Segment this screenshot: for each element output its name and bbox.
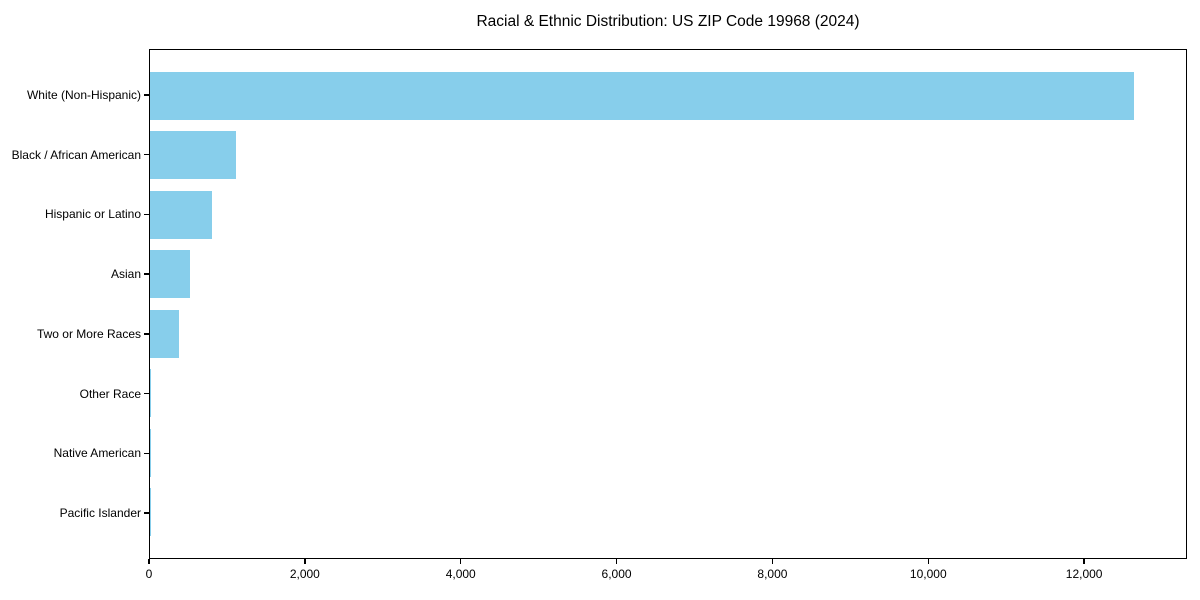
bar — [150, 71, 1134, 120]
bar-row — [150, 483, 1186, 543]
bar — [150, 250, 190, 299]
x-tick-mark — [460, 559, 462, 564]
y-tick-label: Hispanic or Latino — [44, 207, 141, 222]
y-tick-mark — [144, 273, 149, 275]
y-tick-mark — [144, 333, 149, 335]
y-tick-label: Black / African American — [11, 147, 141, 162]
x-tick-mark — [615, 559, 618, 564]
y-tick-label: Native American — [53, 446, 141, 461]
x-tick-label: 0 — [145, 567, 153, 581]
chart-title: Racial & Ethnic Distribution: US ZIP Cod… — [476, 13, 860, 30]
x-tick-mark — [771, 559, 774, 564]
x-tick-mark — [148, 559, 150, 564]
x-tick-label: 4,000 — [445, 567, 476, 581]
y-tick-label: Pacific Islander — [59, 506, 141, 521]
y-tick-mark — [144, 452, 149, 455]
y-tick-label: Other Race — [79, 386, 141, 401]
y-tick-mark — [144, 94, 149, 96]
y-tick-label: White (Non-Hispanic) — [26, 87, 141, 102]
y-tick-label: Two or More Races — [36, 326, 141, 341]
x-tick-label: 2,000 — [289, 567, 320, 581]
x-tick-label: 10,000 — [909, 567, 947, 581]
bar-row — [150, 304, 1186, 364]
y-tick-mark — [144, 512, 149, 514]
bar — [150, 190, 213, 239]
bar-row — [150, 364, 1186, 424]
bar — [150, 131, 236, 180]
x-tick-mark — [927, 559, 929, 564]
bar — [150, 428, 151, 477]
plot-area — [149, 49, 1187, 559]
bar — [150, 369, 152, 418]
x-tick-label: 12,000 — [1065, 567, 1103, 581]
x-tick-mark — [1083, 559, 1085, 564]
y-tick-mark — [144, 392, 149, 395]
x-tick-label: 6,000 — [601, 567, 632, 581]
y-tick-mark — [144, 153, 149, 156]
x-tick-label: 8,000 — [757, 567, 788, 581]
y-tick-mark — [144, 213, 149, 216]
bar-row — [150, 126, 1186, 186]
bar — [150, 309, 179, 358]
bar-row — [150, 185, 1186, 245]
bar-row — [150, 423, 1186, 483]
bar-row — [150, 245, 1186, 305]
x-tick-mark — [304, 559, 306, 564]
bars-container — [150, 66, 1186, 542]
bar-row — [150, 66, 1186, 126]
y-tick-label: Asian — [110, 267, 141, 282]
